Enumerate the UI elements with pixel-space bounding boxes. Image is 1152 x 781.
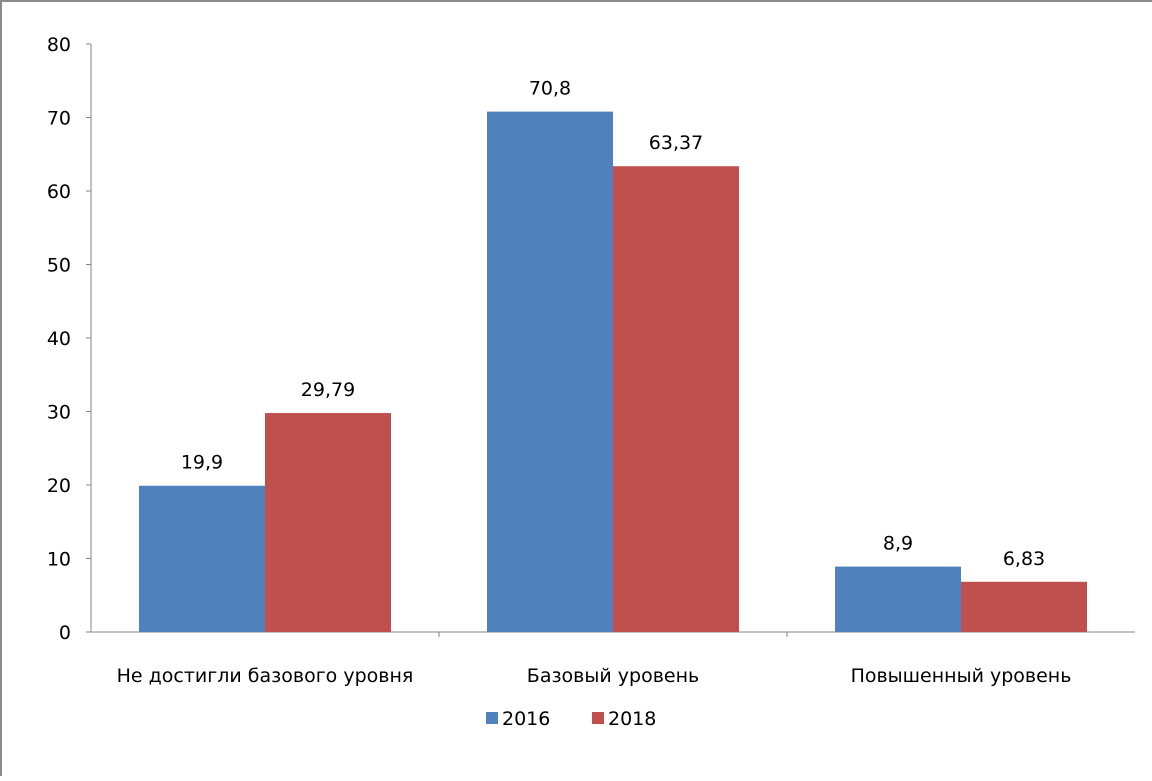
- data-label-2018-3: 6,83: [1003, 548, 1045, 570]
- y-tick-label: 0: [59, 622, 71, 644]
- legend: 2016 2018: [486, 708, 656, 730]
- category-label: Базовый уровень: [527, 665, 699, 687]
- category-label: Повышенный уровень: [851, 665, 1072, 687]
- y-tick-label: 80: [47, 34, 71, 56]
- bar-2016-2: [487, 111, 613, 633]
- y-axis: 0 10 20 30 40 50 60 70 80: [47, 34, 92, 644]
- y-tick-label: 50: [47, 255, 71, 277]
- y-tick-label: 30: [47, 402, 71, 424]
- bars: [139, 111, 1087, 633]
- data-label-2018-2: 63,37: [649, 132, 703, 154]
- legend-swatch-2018: [592, 712, 604, 724]
- y-tick-label: 10: [47, 549, 71, 571]
- y-tick-label: 20: [47, 475, 71, 497]
- legend-swatch-2016: [486, 712, 498, 724]
- data-labels: 19,9 29,79 70,8 63,37 8,9 6,83: [181, 78, 1045, 570]
- y-tick-label: 70: [47, 108, 71, 130]
- bar-2018-2: [613, 166, 739, 632]
- bar-2016-1: [139, 485, 265, 632]
- data-label-2016-2: 70,8: [529, 78, 571, 100]
- bar-2018-3: [961, 581, 1087, 632]
- bar-2016-3: [835, 566, 961, 632]
- category-labels: Не достигли базового уровня Базовый урове…: [117, 665, 1072, 687]
- data-label-2016-1: 19,9: [181, 452, 223, 474]
- bar-2018-1: [265, 413, 391, 632]
- category-label: Не достигли базового уровня: [117, 665, 414, 687]
- y-tick-label: 40: [47, 328, 71, 350]
- legend-label-2016: 2016: [502, 708, 550, 730]
- legend-label-2018: 2018: [608, 708, 656, 730]
- y-tick-label: 60: [47, 181, 71, 203]
- data-label-2016-3: 8,9: [883, 533, 913, 555]
- x-axis: [91, 631, 1135, 637]
- data-label-2018-1: 29,79: [301, 379, 355, 401]
